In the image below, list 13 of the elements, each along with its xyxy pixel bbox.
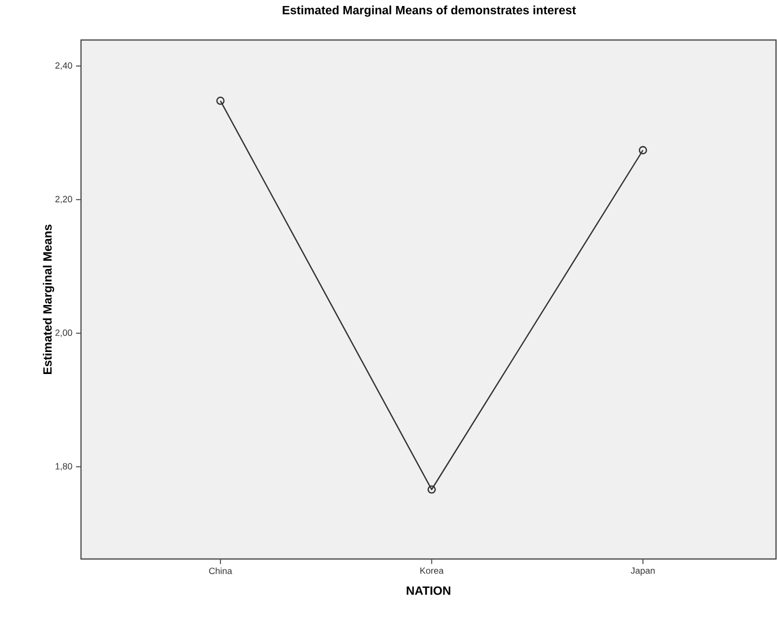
x-tick-label: Korea xyxy=(420,568,444,574)
y-tick-label: 2,00 xyxy=(55,330,72,337)
x-tick-label: China xyxy=(209,568,232,574)
y-tick-label: 1,80 xyxy=(56,463,72,471)
chart-title: Estimated Marginal Means of demonstrates interest xyxy=(282,6,576,17)
point xyxy=(638,146,648,154)
x-tick-label: Japan xyxy=(630,568,655,576)
point xyxy=(428,485,436,494)
y-tick-label: 2,20 xyxy=(55,196,72,204)
y-axis-title: Estimated Marginal Means xyxy=(42,224,54,374)
point xyxy=(216,96,225,105)
x-axis-title: NATION xyxy=(406,586,450,595)
y-tick-label: 2,40 xyxy=(55,62,72,70)
